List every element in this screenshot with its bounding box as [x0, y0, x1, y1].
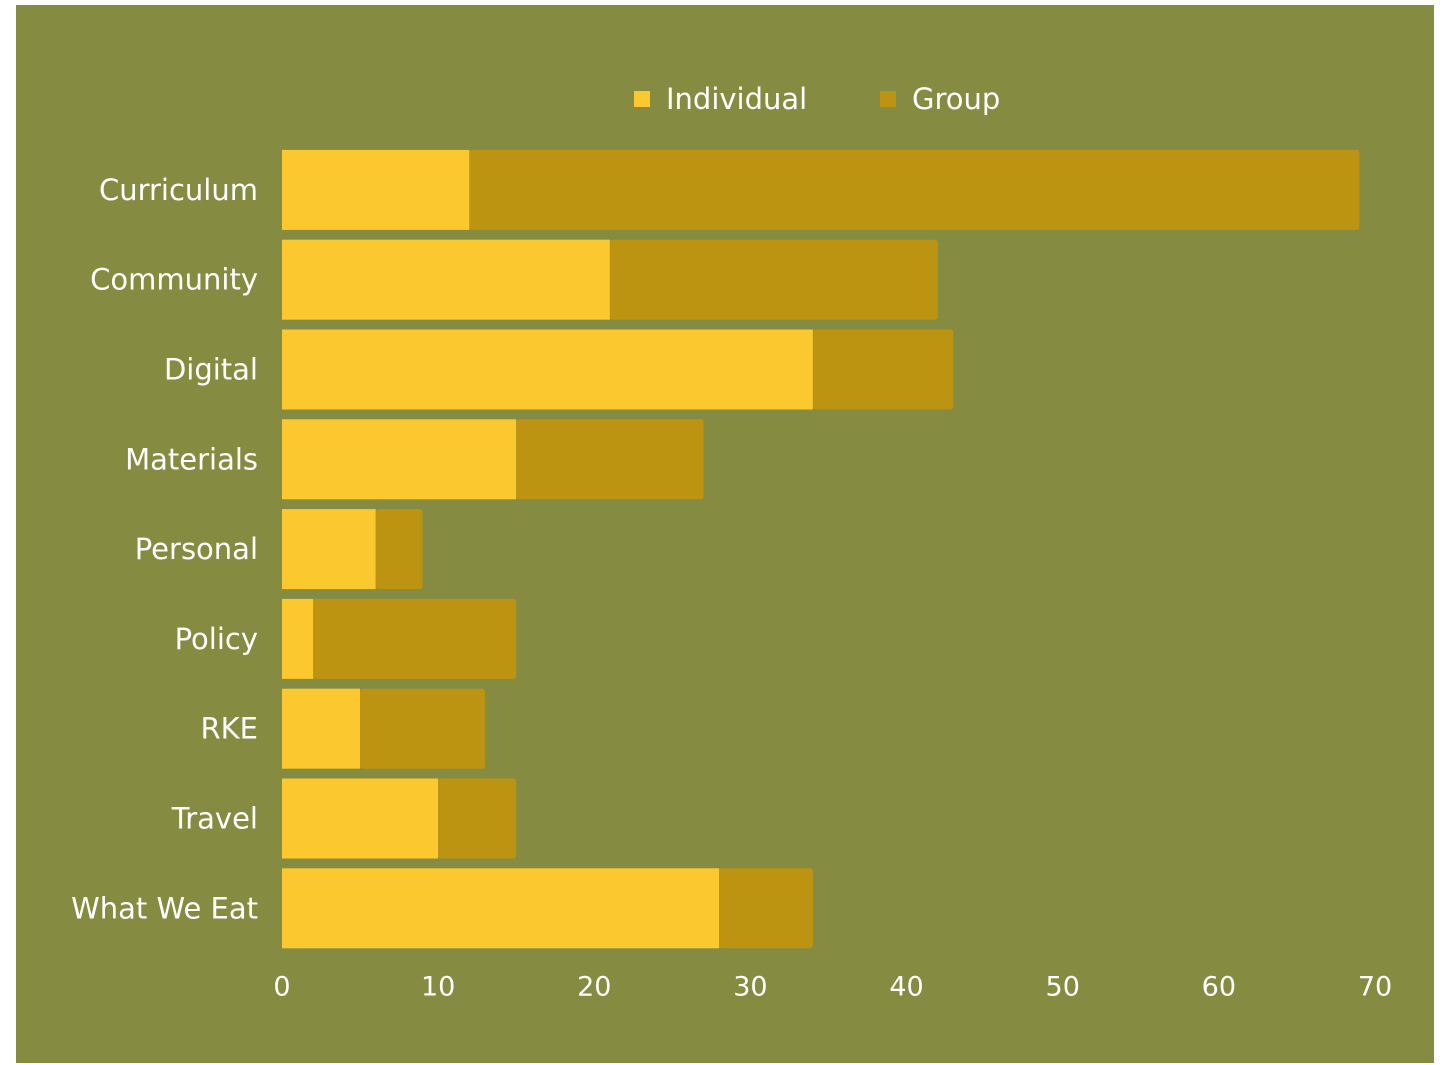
bar-personal-individual	[282, 509, 376, 589]
x-tick-label: 0	[273, 972, 290, 1003]
chart-panel: Individual Group Curriculum Community Digit…	[16, 5, 1434, 1063]
bar-personal-group	[376, 509, 423, 589]
legend-label-individual: Individual	[666, 82, 807, 116]
x-tick-label: 10	[421, 972, 455, 1003]
bar-curriculum-individual	[282, 150, 469, 230]
x-tick-label: 70	[1358, 972, 1392, 1003]
bar-digital-individual	[282, 330, 813, 410]
bar-materials-group	[516, 419, 703, 499]
bar-policy-group	[313, 599, 516, 679]
bar-what-we-eat-individual	[282, 868, 719, 948]
category-label-what-we-eat: What We Eat	[71, 891, 258, 925]
bar-travel-group	[438, 779, 516, 859]
bar-rke-group	[360, 689, 485, 769]
legend-label-group: Group	[912, 82, 1000, 116]
bar-what-we-eat-group	[719, 868, 813, 948]
stacked-bar-chart: Individual Group Curriculum Community Digit…	[16, 5, 1434, 1063]
category-label-curriculum: Curriculum	[99, 173, 258, 207]
category-label-travel: Travel	[171, 802, 258, 836]
legend-swatch-group	[880, 91, 896, 107]
x-tick-label: 60	[1202, 972, 1236, 1003]
x-tick-label: 40	[889, 972, 923, 1003]
category-label-community: Community	[90, 263, 258, 297]
category-label-policy: Policy	[175, 622, 258, 656]
x-tick-label: 50	[1046, 972, 1080, 1003]
bar-curriculum-group	[469, 150, 1359, 230]
bar-community-group	[610, 240, 938, 320]
bar-materials-individual	[282, 419, 516, 499]
x-tick-label: 20	[577, 972, 611, 1003]
category-label-digital: Digital	[164, 353, 258, 387]
bar-policy-individual	[282, 599, 313, 679]
bar-community-individual	[282, 240, 610, 320]
category-label-materials: Materials	[125, 442, 258, 476]
category-label-personal: Personal	[135, 532, 258, 566]
bar-travel-individual	[282, 779, 438, 859]
x-tick-label: 30	[733, 972, 767, 1003]
category-label-rke: RKE	[201, 712, 259, 746]
bar-rke-individual	[282, 689, 360, 769]
bar-digital-group	[813, 330, 954, 410]
legend-swatch-individual	[634, 91, 650, 107]
